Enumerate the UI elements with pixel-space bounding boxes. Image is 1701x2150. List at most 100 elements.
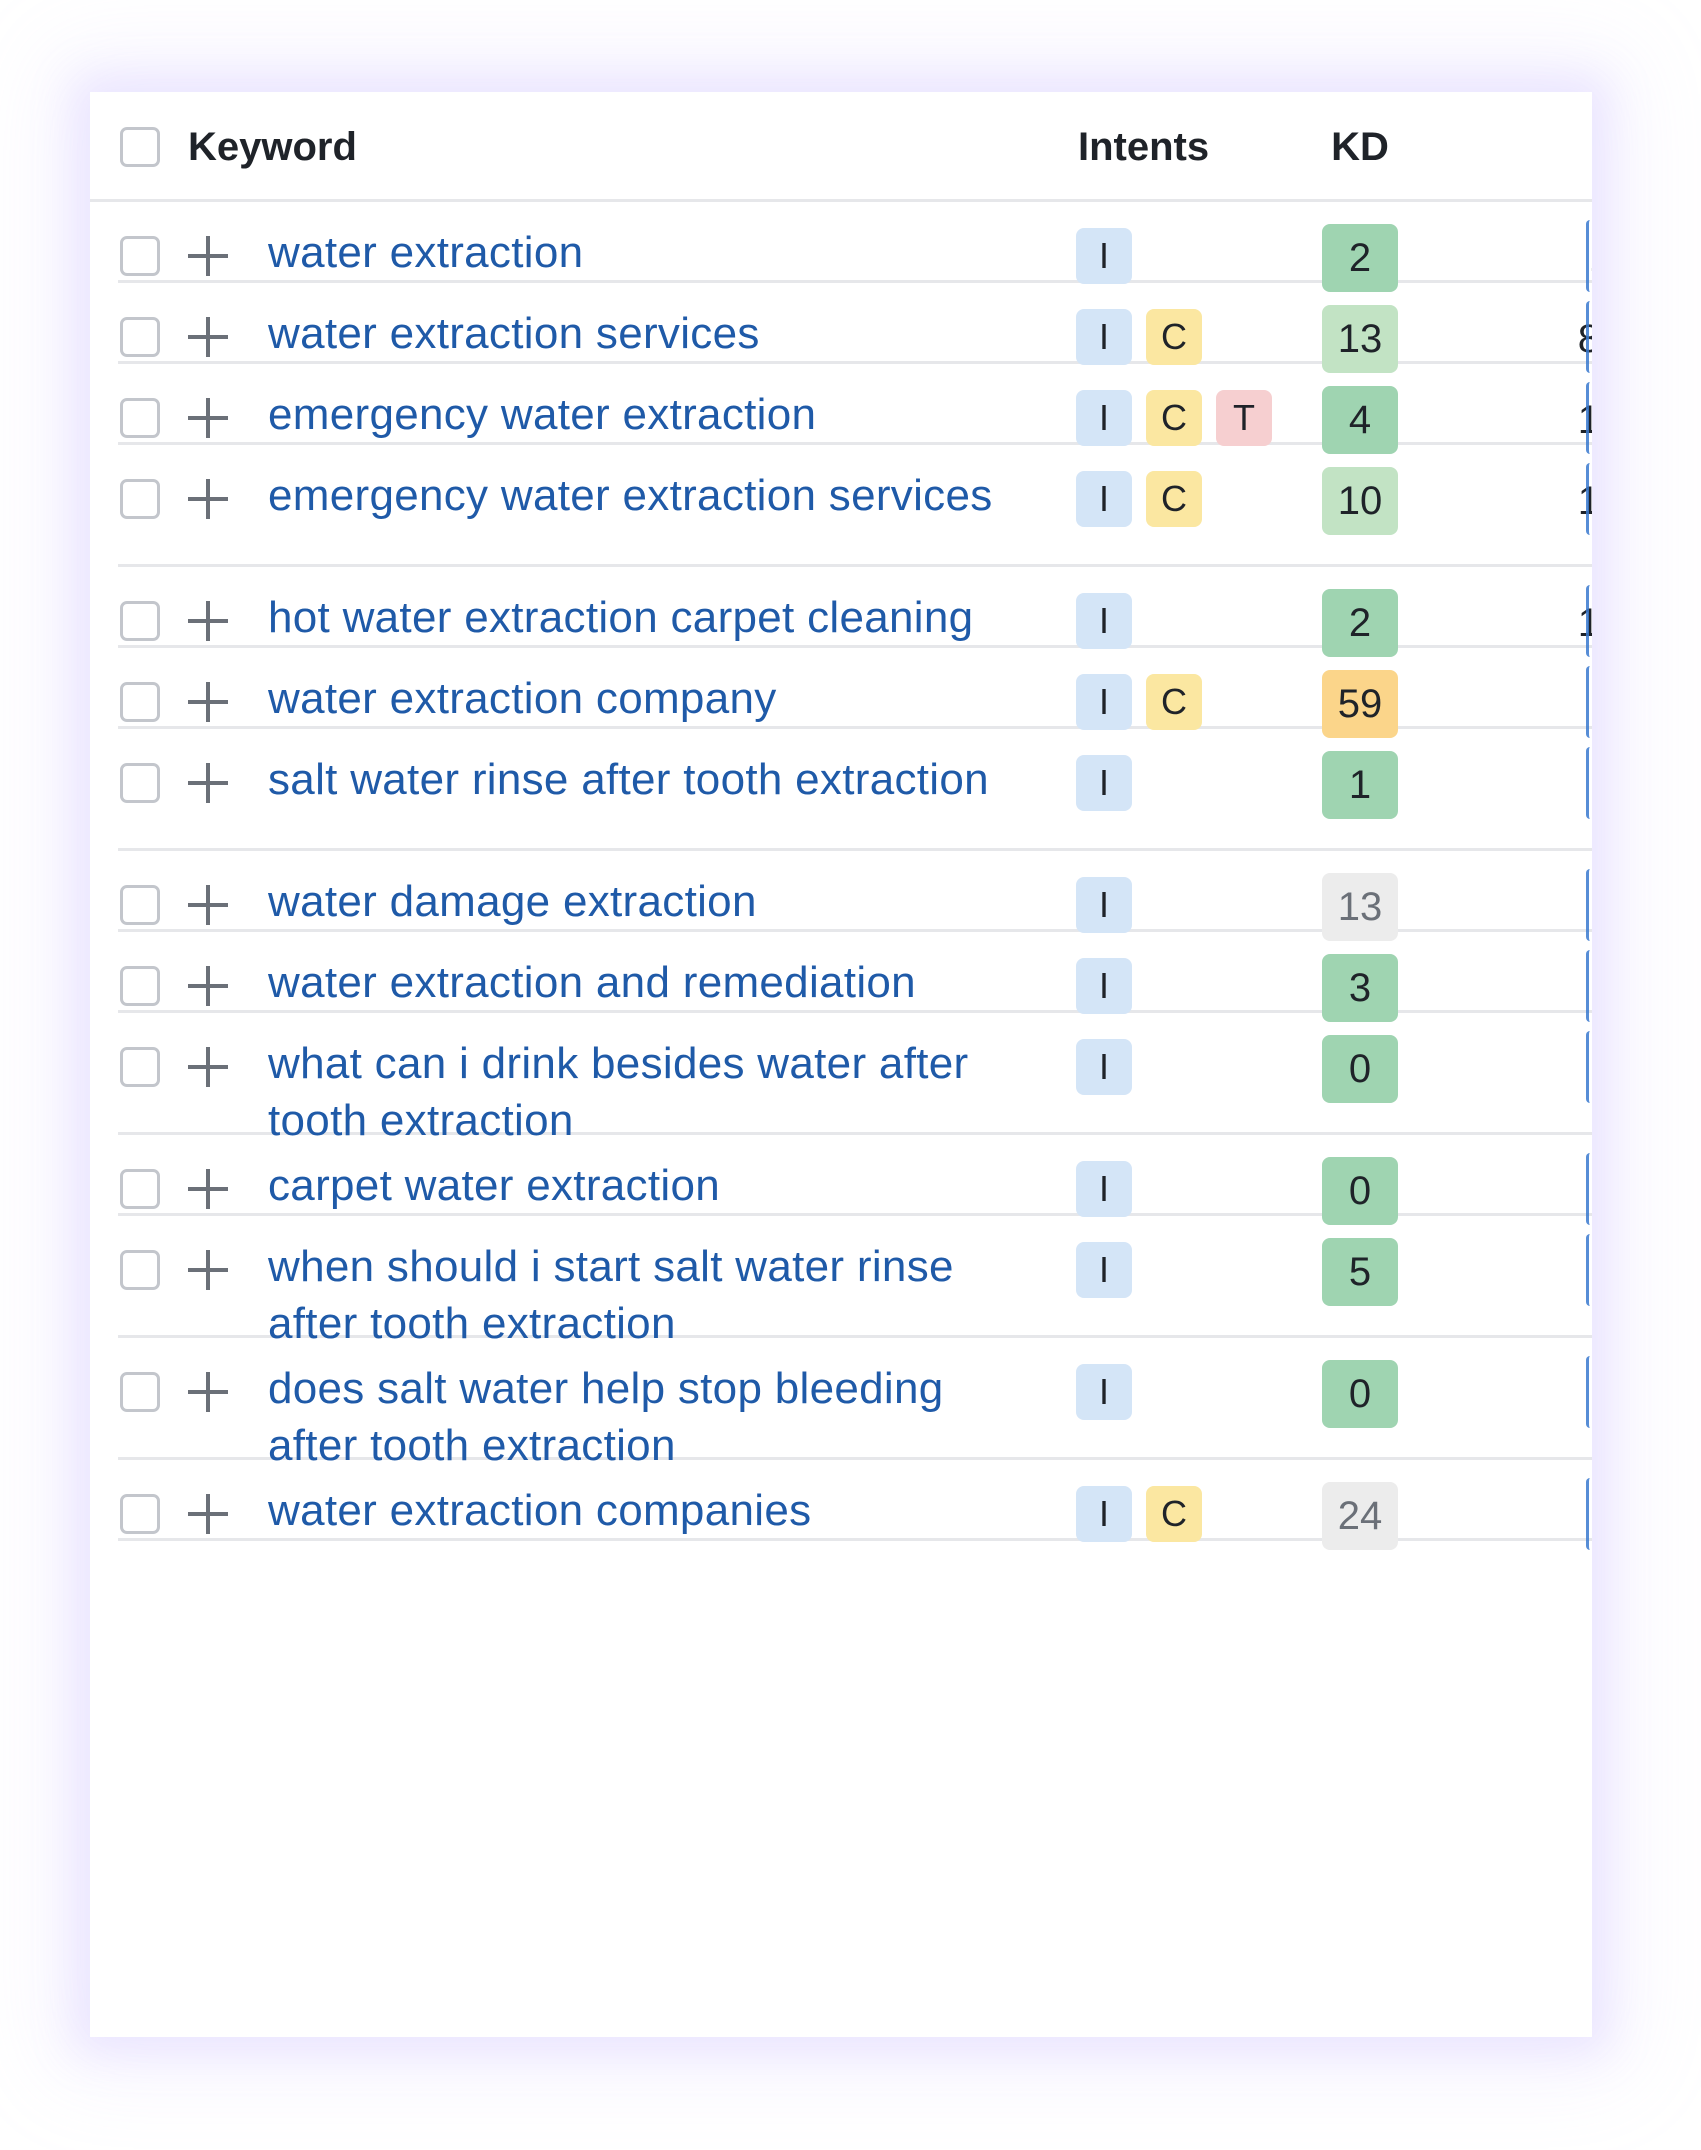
intent-badge[interactable]: I [1076,755,1132,811]
intent-badges: I [1076,755,1146,811]
intent-badge[interactable]: I [1076,1242,1132,1298]
keyword-link[interactable]: hot water extraction carpet cleaning [268,593,974,642]
row-checkbox[interactable] [120,885,160,925]
add-keyword-plus-icon[interactable] [188,479,228,519]
row-checkbox[interactable] [120,763,160,803]
search-volume-value: 700 [1368,751,1592,819]
add-keyword-plus-icon[interactable] [188,1169,228,1209]
intent-badge[interactable]: I [1076,1486,1132,1542]
table-row: water extraction and remediation I 3450 [118,932,1592,1022]
intent-badge[interactable]: I [1076,1039,1132,1095]
row-checkbox[interactable] [120,682,160,722]
table-row: salt water rinse after tooth extraction I… [118,729,1592,851]
intent-badge[interactable]: I [1076,1161,1132,1217]
keyword-link[interactable]: carpet water extraction [268,1161,720,1210]
table-row: does salt water help stop bleeding after… [118,1338,1592,1470]
intent-badge[interactable]: C [1146,471,1202,527]
table-row: what can i drink besides water after too… [118,1013,1592,1145]
sv-column-header[interactable]: SV [1490,92,1592,202]
keyword-table: Keyword Intents KD SV water extraction I 2… [90,92,1592,2037]
row-checkbox[interactable] [120,1047,160,1087]
search-volume-value: 400 [1368,1360,1592,1428]
add-keyword-plus-icon[interactable] [188,763,228,803]
keyword-column-header[interactable]: Keyword [188,125,357,169]
intent-badge[interactable]: C [1146,674,1202,730]
keyword-link[interactable]: salt water rinse after tooth extraction [268,755,989,804]
keyword-link[interactable]: emergency water extraction [268,390,817,439]
intent-badges: I [1076,228,1146,284]
add-keyword-plus-icon[interactable] [188,1372,228,1412]
kd-badge: 0 [1322,1035,1398,1103]
intent-badge[interactable]: T [1216,390,1272,446]
kd-badge: 10 [1322,467,1398,535]
keyword-link[interactable]: when should i start salt water rinse aft… [268,1242,954,1348]
row-checkbox[interactable] [120,398,160,438]
intent-badges: I [1076,958,1146,1014]
intent-badge[interactable]: I [1076,1364,1132,1420]
add-keyword-plus-icon[interactable] [188,236,228,276]
trend-sparkline-icon [1586,220,1592,292]
row-checkbox[interactable] [120,236,160,276]
intent-badge[interactable]: I [1076,471,1132,527]
row-checkbox[interactable] [120,601,160,641]
add-keyword-plus-icon[interactable] [188,601,228,641]
kd-badge: 5 [1322,1238,1398,1306]
search-volume-value: 400 [1368,1482,1592,1550]
trend-sparkline-icon [1586,301,1592,373]
row-checkbox[interactable] [120,1372,160,1412]
keyword-link[interactable]: what can i drink besides water after too… [268,1039,969,1145]
add-keyword-plus-icon[interactable] [188,1250,228,1290]
kd-badge: 24 [1322,1482,1398,1550]
row-checkbox[interactable] [120,966,160,1006]
keyword-link[interactable]: water extraction [268,228,584,277]
row-checkbox[interactable] [120,1494,160,1534]
trend-sparkline-icon [1586,1031,1592,1103]
add-keyword-plus-icon[interactable] [188,966,228,1006]
trend-sparkline-icon [1586,666,1592,738]
trend-sparkline-icon [1586,869,1592,941]
intent-badge[interactable]: I [1076,390,1132,446]
kd-column-header[interactable]: KD [1331,125,1389,169]
add-keyword-plus-icon[interactable] [188,1494,228,1534]
keyword-link[interactable]: water damage extraction [268,877,757,926]
add-keyword-plus-icon[interactable] [188,682,228,722]
keyword-link[interactable]: water extraction services [268,309,760,358]
search-volume-value: 1.1K [1577,601,1592,645]
keyword-link[interactable]: emergency water extraction services [268,471,993,520]
search-volume-value: 450 [1368,873,1592,941]
intent-badge[interactable]: I [1076,228,1132,284]
row-checkbox[interactable] [120,1250,160,1290]
intent-badge[interactable]: C [1146,309,1202,365]
add-keyword-plus-icon[interactable] [188,317,228,357]
intent-badges: I [1076,877,1146,933]
row-checkbox[interactable] [120,1169,160,1209]
keyword-link[interactable]: does salt water help stop bleeding after… [268,1364,944,1470]
intent-badges: I [1076,593,1146,649]
select-all-checkbox[interactable] [120,127,160,167]
keyword-link[interactable]: water extraction companies [268,1486,812,1535]
row-checkbox[interactable] [120,317,160,357]
add-keyword-plus-icon[interactable] [188,885,228,925]
add-keyword-plus-icon[interactable] [188,398,228,438]
add-keyword-plus-icon[interactable] [188,1047,228,1087]
row-checkbox[interactable] [120,479,160,519]
intent-badge[interactable]: C [1146,390,1202,446]
keyword-link[interactable]: water extraction company [268,674,777,723]
search-volume-value: 800 [1368,670,1592,738]
intent-badge[interactable]: I [1076,593,1132,649]
trend-sparkline-icon [1586,382,1592,454]
intent-badge[interactable]: I [1076,958,1132,1014]
intent-badge[interactable]: I [1076,309,1132,365]
keyword-link[interactable]: water extraction and remediation [268,958,916,1007]
table-row: water extraction I 212K [118,202,1592,292]
intent-badge[interactable]: I [1076,674,1132,730]
trend-sparkline-icon [1586,585,1592,657]
intent-badge[interactable]: I [1076,877,1132,933]
kd-badge: 3 [1322,954,1398,1022]
search-volume-value: 450 [1368,954,1592,1022]
intent-badge[interactable]: C [1146,1486,1202,1542]
intents-column-header[interactable]: Intents [1078,125,1210,169]
table-row: when should i start salt water rinse aft… [118,1216,1592,1348]
